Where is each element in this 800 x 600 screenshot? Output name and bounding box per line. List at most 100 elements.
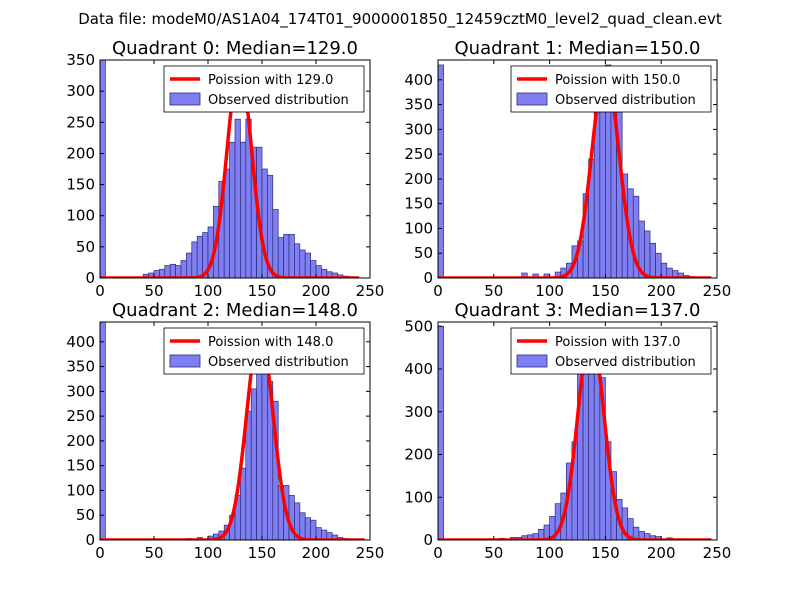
histogram-bar [175, 265, 182, 278]
quadrant-0-panel: 0 50 100 150 200 250 0 50 100 150 200 250 300 350 Quad… [66, 38, 384, 300]
x-tick-label: 200 [647, 282, 676, 300]
y-tick-label: 0 [423, 531, 433, 549]
histogram-bar [261, 351, 268, 540]
x-tick-label: 50 [144, 544, 163, 562]
axes-frame [99, 321, 371, 541]
histogram-bar [240, 141, 247, 278]
axes-frame [99, 59, 371, 279]
x-tick-label: 50 [144, 282, 163, 300]
histogram-bar [283, 234, 290, 278]
axes-frame [437, 321, 718, 541]
y-tick-label: 350 [66, 358, 95, 376]
legend-bars-swatch [169, 354, 201, 368]
y-tick-label: 300 [66, 82, 95, 100]
y-tick-label: 250 [404, 145, 433, 163]
x-tick-label: 250 [356, 544, 385, 562]
y-tick-label: 100 [404, 219, 433, 237]
y-tick-label: 150 [66, 457, 95, 475]
histogram-bar [169, 263, 176, 278]
histogram-bar [649, 242, 656, 278]
x-tick-label: 150 [591, 544, 620, 562]
y-tick-label: 100 [66, 481, 95, 499]
y-tick-label: 0 [85, 531, 95, 549]
y-tick-label: 500 [404, 317, 433, 335]
x-tick-label: 100 [194, 282, 223, 300]
histogram-bar [655, 252, 662, 278]
y-tick-label: 0 [423, 269, 433, 287]
x-tick-label: 100 [535, 544, 564, 562]
y-tick-label: 50 [76, 506, 95, 524]
x-tick-label: 100 [535, 282, 564, 300]
y-tick-label: 350 [404, 96, 433, 114]
legend: Poission with 148.0 Observed distribution [163, 327, 365, 375]
histogram-bar [240, 467, 247, 540]
poisson-curve [438, 330, 713, 540]
y-tick-label: 250 [66, 113, 95, 131]
y-tick-label: 100 [404, 488, 433, 506]
y-tick-label: 200 [66, 144, 95, 162]
legend-bars-swatch [516, 354, 548, 368]
x-tick-label: 200 [647, 544, 676, 562]
x-tick-label: 150 [591, 282, 620, 300]
histogram-bar [438, 64, 444, 278]
histogram-bar [644, 230, 651, 278]
legend-curve-label: Poission with 129.0 [208, 73, 333, 88]
histogram-bar [294, 243, 301, 278]
histogram-bar [272, 209, 279, 278]
x-tick-label: 0 [95, 544, 105, 562]
histogram-bar [196, 235, 203, 278]
y-tick-label: 150 [66, 176, 95, 194]
x-tick-label: 0 [433, 282, 443, 300]
histogram-bar [315, 265, 322, 278]
histogram-bar [277, 237, 284, 278]
y-tick-label: 350 [66, 51, 95, 69]
y-tick-label: 300 [404, 403, 433, 421]
legend: Poission with 137.0 Observed distribution [510, 327, 712, 375]
y-tick-label: 0 [85, 269, 95, 287]
poisson-curve [100, 65, 361, 278]
histogram-bar [315, 527, 322, 540]
legend-curve-label: Poission with 137.0 [555, 335, 680, 350]
legend-bars-label: Observed distribution [208, 93, 349, 108]
x-tick-label: 250 [703, 282, 732, 300]
x-tick-label: 100 [194, 544, 223, 562]
x-tick-label: 200 [302, 544, 331, 562]
y-tick-label: 300 [66, 382, 95, 400]
x-tick-label: 150 [248, 544, 277, 562]
panel-title: Quadrant 3: Median=137.0 [455, 300, 701, 321]
histogram-bar [299, 512, 306, 540]
y-tick-label: 200 [404, 170, 433, 188]
legend-bars-label: Observed distribution [555, 355, 696, 370]
x-tick-label: 0 [95, 282, 105, 300]
quadrant-2-panel: 0 50 100 150 200 250 0 50 100 150 200 250 300 350 400 Q… [66, 300, 384, 562]
histogram-bar [599, 104, 606, 278]
histogram-bar [100, 60, 106, 278]
x-tick-label: 50 [484, 282, 503, 300]
legend-bars-swatch [169, 92, 201, 106]
y-tick-label: 200 [66, 432, 95, 450]
x-tick-label: 0 [433, 544, 443, 562]
quadrant-3-panel: 0 50 100 150 200 250 0 100 200 300 400 500 Quadrant … [404, 300, 731, 562]
y-tick-label: 50 [414, 244, 433, 262]
panel-title: Quadrant 2: Median=148.0 [112, 300, 358, 321]
x-tick-label: 50 [484, 544, 503, 562]
histogram-bar [310, 260, 317, 278]
x-tick-label: 200 [302, 282, 331, 300]
histogram-bar [234, 118, 241, 278]
histogram-bar [180, 260, 187, 278]
y-tick-label: 400 [66, 333, 95, 351]
x-tick-label: 250 [356, 282, 385, 300]
histogram-bar [532, 273, 539, 278]
histogram-bar [304, 252, 311, 278]
panel-title: Quadrant 0: Median=129.0 [112, 38, 358, 59]
histogram-bar [186, 252, 193, 278]
figure-title: Data file: modeM0/AS1A04_174T01_90000018… [78, 10, 722, 29]
legend-bars-label: Observed distribution [555, 93, 696, 108]
x-tick-label: 250 [703, 544, 732, 562]
legend-curve-label: Poission with 150.0 [555, 73, 680, 88]
histogram-bar [164, 265, 171, 278]
y-tick-label: 150 [404, 195, 433, 213]
y-tick-label: 300 [404, 120, 433, 138]
histogram-bar [660, 262, 668, 278]
